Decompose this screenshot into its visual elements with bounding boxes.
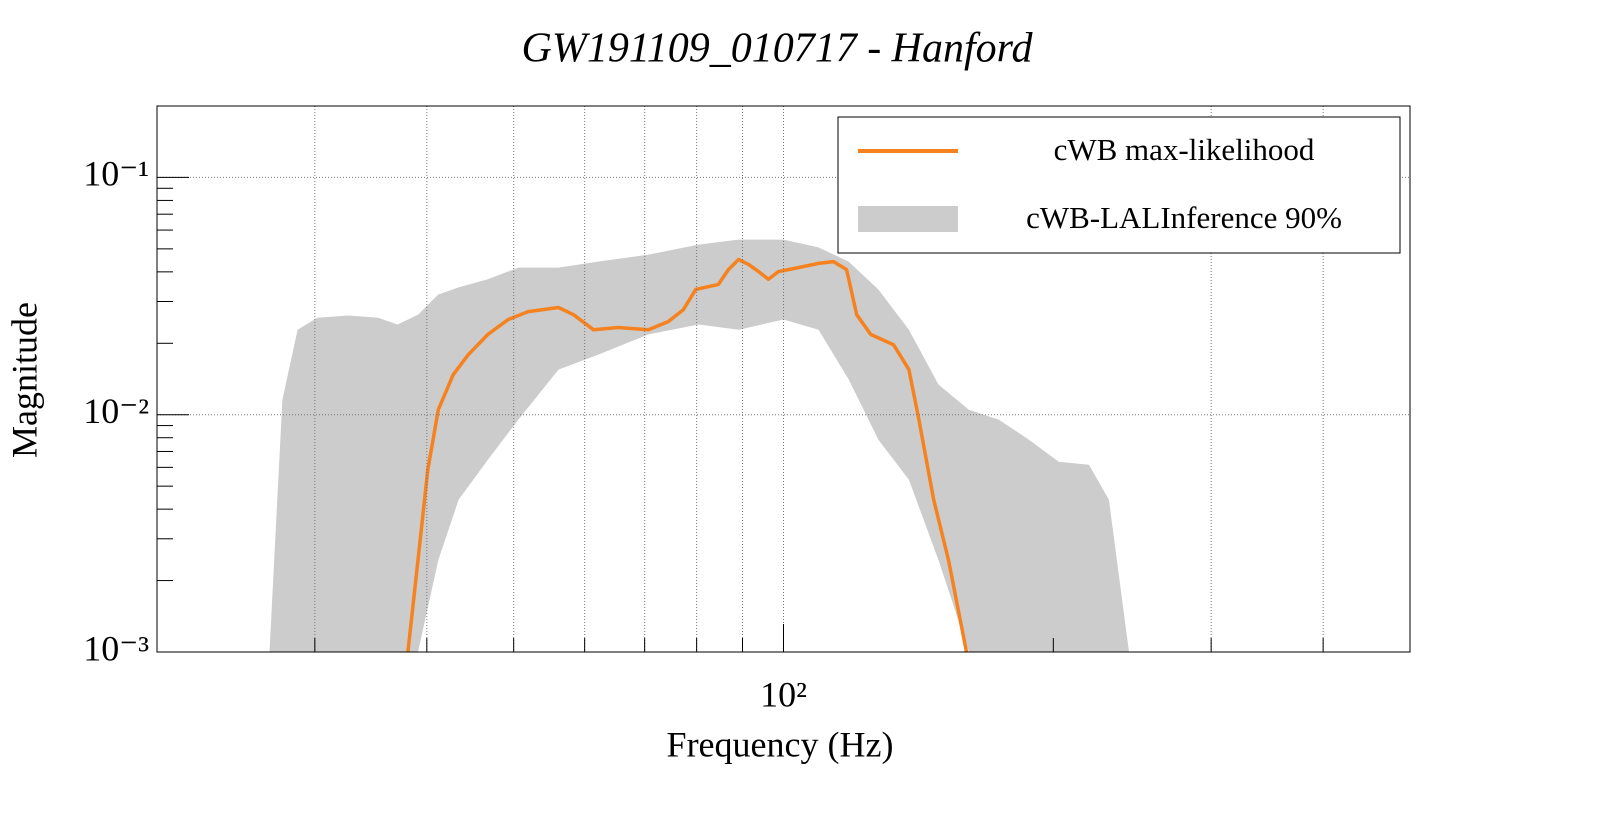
line xyxy=(406,257,969,652)
legend-swatch xyxy=(858,206,958,232)
confidence-band xyxy=(269,239,1129,652)
y-axis-label: Magnitude xyxy=(4,302,44,458)
y-tick-label: 10⁻² xyxy=(83,391,149,431)
plot-clip xyxy=(269,239,1129,652)
y-tick-label: 10⁻¹ xyxy=(83,154,149,194)
plot-area: cWB max-likelihood cWB-LALInference 90% xyxy=(156,105,1411,653)
x-axis-label: Frequency (Hz) xyxy=(667,724,894,764)
y-tick-label: 10⁻³ xyxy=(83,628,149,668)
x-tick-label: 10² xyxy=(760,674,807,714)
legend-label: cWB max-likelihood xyxy=(1054,132,1315,167)
chart-title: GW191109_010717 - Hanford xyxy=(522,26,1034,72)
legend-label: cWB-LALInference 90% xyxy=(1026,200,1342,235)
